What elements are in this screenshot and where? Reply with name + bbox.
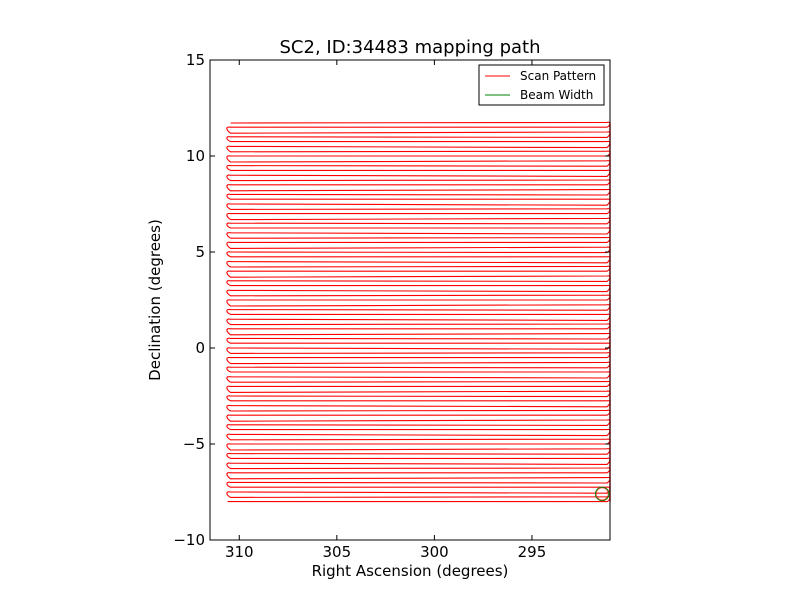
legend-scan-pattern-label: Scan Pattern <box>520 69 596 83</box>
legend-beam-width-label: Beam Width <box>520 88 593 102</box>
y-tick-label: 15 <box>186 51 205 69</box>
y-tick-label: 5 <box>195 243 205 261</box>
legend-box <box>478 64 605 106</box>
beam-width-circle-overlap <box>595 487 609 501</box>
x-tick-label: 310 <box>225 543 254 561</box>
axis-ticks: 310 305 300 295 −10 −5 0 5 10 15 <box>173 51 610 561</box>
beam-width-circle <box>595 486 610 502</box>
plot-frame <box>209 59 611 541</box>
x-axis-label: Right Ascension (degrees) <box>312 562 509 580</box>
y-tick-label: 0 <box>195 339 205 357</box>
y-tick-label: −5 <box>183 435 205 453</box>
y-tick-label: −10 <box>173 531 205 549</box>
x-tick-label: 305 <box>323 543 352 561</box>
chart-title: SC2, ID:34483 mapping path <box>280 37 541 58</box>
x-tick-label: 295 <box>518 543 547 561</box>
scan-pattern-line <box>226 121 611 503</box>
plot-area <box>226 121 611 503</box>
y-tick-label: 10 <box>186 147 205 165</box>
legend: Scan Pattern Beam Width <box>478 64 605 106</box>
y-axis-label: Declination (degrees) <box>146 219 164 381</box>
x-tick-label: 300 <box>420 543 449 561</box>
